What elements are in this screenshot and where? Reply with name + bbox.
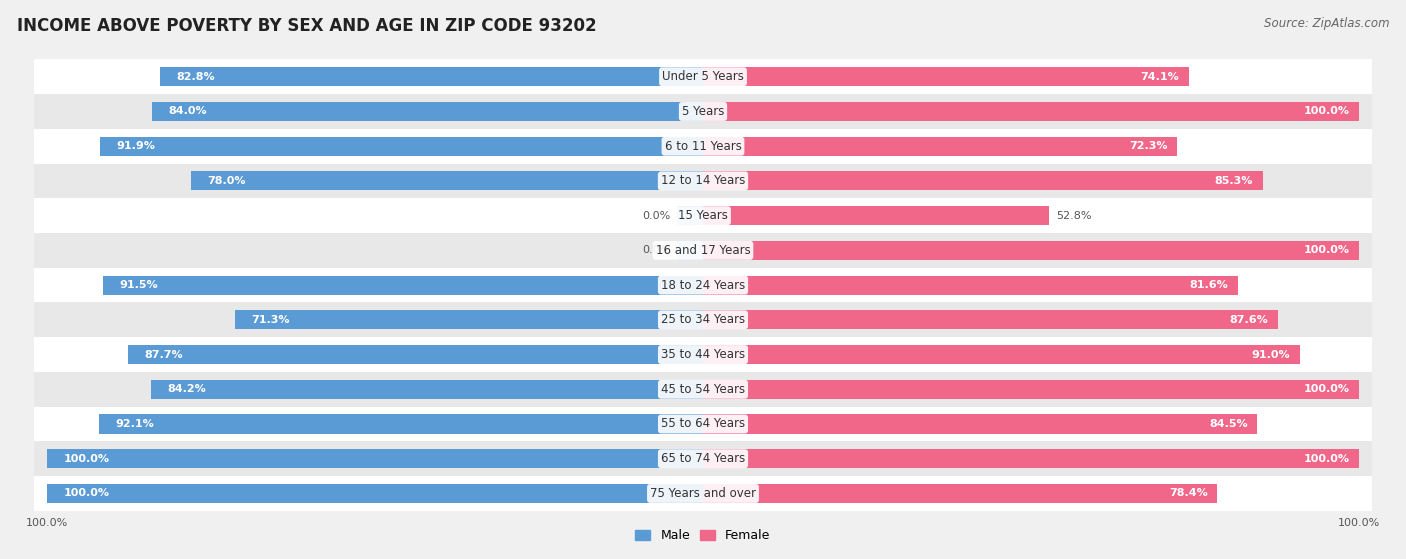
Text: 15 Years: 15 Years — [678, 209, 728, 222]
Text: 84.0%: 84.0% — [169, 106, 207, 116]
Bar — [103, 276, 703, 295]
Text: 75 Years and over: 75 Years and over — [650, 487, 756, 500]
Bar — [152, 102, 703, 121]
Text: 84.5%: 84.5% — [1209, 419, 1247, 429]
Text: Under 5 Years: Under 5 Years — [662, 70, 744, 83]
Text: 72.3%: 72.3% — [1129, 141, 1167, 151]
Text: 82.8%: 82.8% — [176, 72, 215, 82]
Text: 91.5%: 91.5% — [120, 280, 157, 290]
Bar — [98, 414, 703, 434]
Bar — [34, 406, 1372, 442]
Text: 91.0%: 91.0% — [1251, 349, 1291, 359]
Text: 87.6%: 87.6% — [1229, 315, 1268, 325]
Text: 71.3%: 71.3% — [252, 315, 290, 325]
Text: 35 to 44 Years: 35 to 44 Years — [661, 348, 745, 361]
Bar — [703, 310, 1278, 329]
Text: 91.9%: 91.9% — [117, 141, 155, 151]
Text: 92.1%: 92.1% — [115, 419, 153, 429]
Text: 25 to 34 Years: 25 to 34 Years — [661, 313, 745, 326]
Bar — [703, 136, 1177, 156]
Bar — [703, 102, 1360, 121]
Bar — [703, 241, 1360, 260]
Text: 16 and 17 Years: 16 and 17 Years — [655, 244, 751, 257]
Bar — [34, 233, 1372, 268]
Bar — [235, 310, 703, 329]
Bar — [128, 345, 703, 364]
Bar — [703, 380, 1360, 399]
Text: 87.7%: 87.7% — [143, 349, 183, 359]
Text: 100.0%: 100.0% — [1303, 384, 1350, 394]
Bar — [34, 164, 1372, 198]
Bar — [150, 380, 703, 399]
Bar — [100, 136, 703, 156]
Text: 18 to 24 Years: 18 to 24 Years — [661, 278, 745, 292]
Bar — [34, 302, 1372, 337]
Bar — [676, 206, 703, 225]
Text: 100.0%: 100.0% — [1303, 454, 1350, 464]
Bar — [703, 449, 1360, 468]
Bar — [34, 94, 1372, 129]
Text: 0.0%: 0.0% — [643, 211, 671, 221]
Bar — [703, 345, 1301, 364]
Text: 81.6%: 81.6% — [1189, 280, 1229, 290]
Bar — [34, 337, 1372, 372]
Text: 100.0%: 100.0% — [1303, 245, 1350, 255]
Text: 12 to 14 Years: 12 to 14 Years — [661, 174, 745, 187]
Text: 74.1%: 74.1% — [1140, 72, 1180, 82]
Text: 100.0%: 100.0% — [63, 454, 110, 464]
Text: 52.8%: 52.8% — [1056, 211, 1091, 221]
Text: INCOME ABOVE POVERTY BY SEX AND AGE IN ZIP CODE 93202: INCOME ABOVE POVERTY BY SEX AND AGE IN Z… — [17, 17, 596, 35]
Text: 5 Years: 5 Years — [682, 105, 724, 118]
Bar — [191, 172, 703, 191]
Bar — [34, 59, 1372, 94]
Text: 65 to 74 Years: 65 to 74 Years — [661, 452, 745, 465]
Bar — [703, 172, 1263, 191]
Text: 100.0%: 100.0% — [1303, 106, 1350, 116]
Text: 6 to 11 Years: 6 to 11 Years — [665, 140, 741, 153]
Text: 78.4%: 78.4% — [1168, 489, 1208, 499]
Bar — [34, 442, 1372, 476]
Text: 84.2%: 84.2% — [167, 384, 205, 394]
Bar — [46, 449, 703, 468]
Text: 78.0%: 78.0% — [208, 176, 246, 186]
Text: Source: ZipAtlas.com: Source: ZipAtlas.com — [1264, 17, 1389, 30]
Bar — [34, 198, 1372, 233]
Bar — [34, 268, 1372, 302]
Text: 55 to 64 Years: 55 to 64 Years — [661, 418, 745, 430]
Bar — [676, 241, 703, 260]
Bar — [703, 414, 1257, 434]
Bar — [160, 67, 703, 86]
Bar — [703, 206, 1049, 225]
Bar — [46, 484, 703, 503]
Legend: Male, Female: Male, Female — [636, 529, 770, 542]
Bar — [703, 484, 1218, 503]
Text: 85.3%: 85.3% — [1215, 176, 1253, 186]
Text: 0.0%: 0.0% — [643, 245, 671, 255]
Bar — [703, 67, 1189, 86]
Bar — [34, 129, 1372, 164]
Text: 100.0%: 100.0% — [63, 489, 110, 499]
Bar — [34, 372, 1372, 406]
Text: 45 to 54 Years: 45 to 54 Years — [661, 383, 745, 396]
Bar — [34, 476, 1372, 511]
Bar — [703, 276, 1239, 295]
